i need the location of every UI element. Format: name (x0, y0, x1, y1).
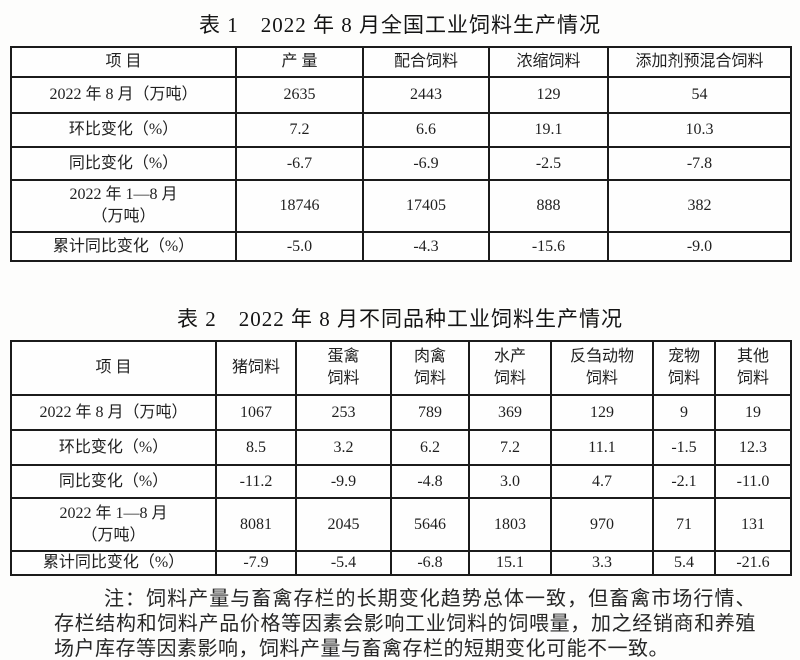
table-cell: -6.8 (390, 550, 470, 576)
table-cell: 71 (652, 497, 716, 552)
table-cell: 15.1 (468, 550, 552, 576)
table-cell: 4.7 (550, 464, 654, 499)
table-cell: 129 (550, 394, 654, 431)
table-row: 同比变化（%） -11.2 -9.9 -4.8 3.0 4.7 -2.1 -11… (10, 464, 792, 499)
table-cell: 970 (550, 497, 654, 552)
table-cell: 12.3 (714, 429, 792, 466)
column-header-output: 产 量 (235, 46, 364, 78)
table-row: 环比变化（%） 8.5 3.2 6.2 7.2 11.1 -1.5 12.3 (10, 429, 792, 466)
table2-title: 表 2 2022 年 8 月不同品种工业饲料生产情况 (177, 307, 623, 331)
table-cell: 888 (488, 179, 609, 233)
row-label: 2022 年 8 月（万吨） (10, 394, 217, 431)
column-header-other-feed: 其他 饲料 (714, 340, 792, 396)
table-cell: 5.4 (652, 550, 716, 576)
row-label: 累计同比变化（%） (10, 550, 217, 576)
table-cell: 369 (468, 394, 552, 431)
table-cell: -11.0 (714, 464, 792, 499)
table-cell: 11.1 (550, 429, 654, 466)
table-cell: 2443 (362, 76, 490, 114)
table-cell: 253 (295, 394, 392, 431)
table-cell: -6.7 (235, 146, 364, 181)
table-cell: -7.9 (215, 550, 297, 576)
table-cell: 6.6 (362, 112, 490, 148)
table1-title: 表 1 2022 年 8 月全国工业饲料生产情况 (199, 13, 601, 37)
table-cell: -9.9 (295, 464, 392, 499)
row-label: 同比变化（%） (10, 464, 217, 499)
column-header-item: 项 目 (10, 340, 217, 396)
table-cell: -21.6 (714, 550, 792, 576)
table1-header-row: 项 目 产 量 配合饲料 浓缩饲料 添加剂预混合饲料 (10, 46, 792, 78)
column-header-layer-feed: 蛋禽 饲料 (295, 340, 392, 396)
row-label: 2022 年 8 月（万吨） (10, 76, 237, 114)
table2-header-row: 项 目 猪饲料 蛋禽 饲料 肉禽 饲料 水产 饲料 反刍动物 饲料 宠物 饲料 … (10, 340, 792, 396)
table-cell: 3.0 (468, 464, 552, 499)
table-cell: 2045 (295, 497, 392, 552)
column-header-pet-feed: 宠物 饲料 (652, 340, 716, 396)
table-cell: -6.9 (362, 146, 490, 181)
table1-national-feed-production: 项 目 产 量 配合饲料 浓缩饲料 添加剂预混合饲料 2022 年 8 月（万吨… (10, 46, 792, 262)
table-cell: 7.2 (468, 429, 552, 466)
row-label: 2022 年 1—8 月 （万吨） (10, 497, 217, 552)
table-cell: 131 (714, 497, 792, 552)
column-header-broiler-feed: 肉禽 饲料 (390, 340, 470, 396)
table-row: 累计同比变化（%） -5.0 -4.3 -15.6 -9.0 (10, 231, 792, 262)
table-cell: 18746 (235, 179, 364, 233)
table-cell: 17405 (362, 179, 490, 233)
table-row: 2022 年 8 月（万吨） 1067 253 789 369 129 9 19 (10, 394, 792, 431)
table-cell: 3.3 (550, 550, 654, 576)
table-row: 同比变化（%） -6.7 -6.9 -2.5 -7.8 (10, 146, 792, 181)
table-row: 2022 年 1—8 月 （万吨） 18746 17405 888 382 (10, 179, 792, 233)
table-cell: 382 (607, 179, 792, 233)
table-row: 2022 年 1—8 月 （万吨） 8081 2045 5646 1803 97… (10, 497, 792, 552)
table-cell: 1067 (215, 394, 297, 431)
column-header-item: 项 目 (10, 46, 237, 78)
table-cell: 5646 (390, 497, 470, 552)
table-cell: -15.6 (488, 231, 609, 262)
row-label: 2022 年 1—8 月 （万吨） (10, 179, 237, 233)
row-label: 环比变化（%） (10, 112, 237, 148)
table-cell: 19.1 (488, 112, 609, 148)
table-cell: 10.3 (607, 112, 792, 148)
table-cell: -2.5 (488, 146, 609, 181)
table-cell: -1.5 (652, 429, 716, 466)
row-label: 同比变化（%） (10, 146, 237, 181)
table-cell: -5.4 (295, 550, 392, 576)
table-cell: 8081 (215, 497, 297, 552)
table-cell: 789 (390, 394, 470, 431)
column-header-aquatic-feed: 水产 饲料 (468, 340, 552, 396)
table-cell: -5.0 (235, 231, 364, 262)
table-cell: 1803 (468, 497, 552, 552)
table-row: 2022 年 8 月（万吨） 2635 2443 129 54 (10, 76, 792, 114)
table-cell: -4.8 (390, 464, 470, 499)
table-cell: -7.8 (607, 146, 792, 181)
table-cell: -11.2 (215, 464, 297, 499)
table-row: 环比变化（%） 7.2 6.6 19.1 10.3 (10, 112, 792, 148)
table-cell: -2.1 (652, 464, 716, 499)
row-label: 环比变化（%） (10, 429, 217, 466)
table-cell: -4.3 (362, 231, 490, 262)
table-cell: 54 (607, 76, 792, 114)
table-cell: 19 (714, 394, 792, 431)
table-cell: 9 (652, 394, 716, 431)
column-header-premix-feed: 添加剂预混合饲料 (607, 46, 792, 78)
table-cell: 2635 (235, 76, 364, 114)
table2-feed-by-variety: 项 目 猪饲料 蛋禽 饲料 肉禽 饲料 水产 饲料 反刍动物 饲料 宠物 饲料 … (10, 340, 792, 576)
table-cell: 129 (488, 76, 609, 114)
table-cell: 7.2 (235, 112, 364, 148)
column-header-concentrated-feed: 浓缩饲料 (488, 46, 609, 78)
table-row: 累计同比变化（%） -7.9 -5.4 -6.8 15.1 3.3 5.4 -2… (10, 550, 792, 576)
table-cell: 8.5 (215, 429, 297, 466)
column-header-ruminant-feed: 反刍动物 饲料 (550, 340, 654, 396)
table-cell: 3.2 (295, 429, 392, 466)
table-cell: -9.0 (607, 231, 792, 262)
table-cell: 6.2 (390, 429, 470, 466)
row-label: 累计同比变化（%） (10, 231, 237, 262)
footnote: 注：饲料产量与畜禽存栏的长期变化趋势总体一致，但畜禽市场行情、存栏结构和饲料产品… (54, 588, 756, 660)
column-header-pig-feed: 猪饲料 (215, 340, 297, 396)
column-header-compound-feed: 配合饲料 (362, 46, 490, 78)
